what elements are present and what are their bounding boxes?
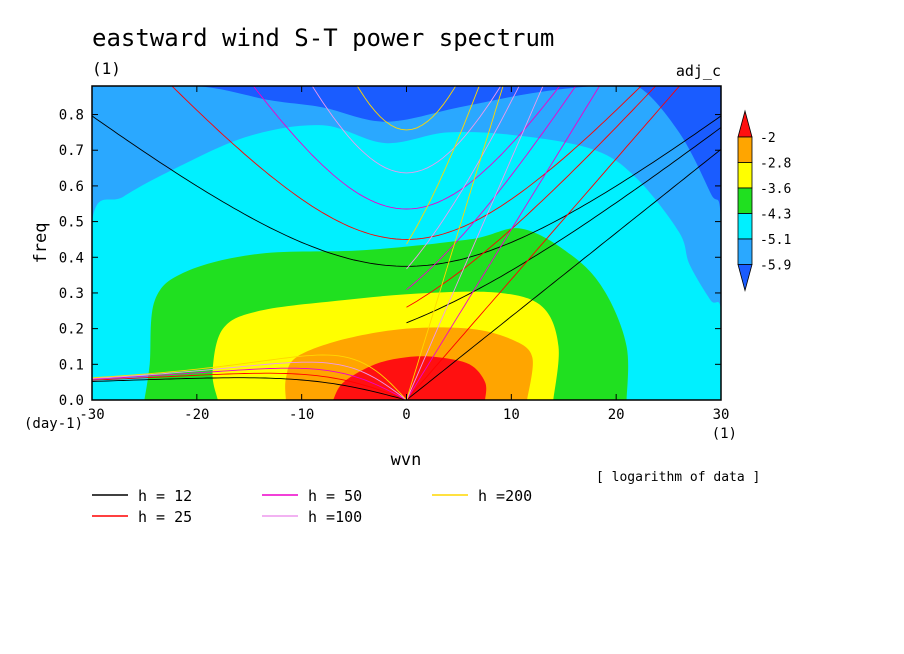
mrg-curve-h100 (406, 86, 520, 270)
kelvin-curve-h50 (406, 86, 601, 400)
colorbar-label: -5.1 (760, 233, 791, 248)
kelvin-curve-h12 (406, 148, 721, 400)
colorbar-segment (737, 136, 753, 163)
contour-bands (92, 86, 721, 400)
gravity-curve-h25 (171, 86, 642, 240)
legend-label: h =100 (308, 508, 362, 526)
x-axis-ticks: -30 -20 -10 0 10 20 30 (79, 86, 729, 423)
kelvin-curve-h200 (406, 86, 504, 400)
legend: h = 12 h = 25 h = 50 h =100 h =200 (92, 487, 532, 526)
legend-label: h =200 (478, 487, 532, 505)
chart-title: eastward wind S-T power spectrum (92, 24, 554, 52)
x-tick-label: 20 (608, 407, 625, 423)
rossby-curve-h200 (92, 354, 407, 400)
rossby-curve-h50 (92, 367, 407, 400)
y-tick-label: 0.7 (59, 143, 84, 159)
colorbar-label: -4.3 (760, 208, 791, 223)
mrg-curve-h200 (406, 86, 480, 245)
y-tick-label: 0.2 (59, 322, 84, 338)
y-tick-label: 0.3 (59, 286, 84, 302)
mrg-curve-h12 (406, 127, 721, 324)
gravity-curve-h50 (252, 86, 561, 210)
rossby-curve-h100 (92, 361, 407, 400)
kelvin-curve-h25 (406, 86, 681, 400)
y-axis-label: freq (31, 223, 51, 264)
legend-label: h = 12 (138, 487, 192, 505)
y-tick-label: 0.4 (59, 250, 84, 266)
colorbar-label: -5.9 (760, 259, 791, 274)
gravity-curve-h200 (356, 86, 457, 131)
mrg-curve-h25 (406, 86, 657, 308)
legend-label: h = 25 (138, 508, 192, 526)
kelvin-curve-h100 (406, 86, 544, 400)
colorbar-label: -2.8 (760, 157, 791, 172)
x-tick-label: -30 (79, 407, 104, 423)
colorbar-segment (737, 238, 753, 265)
y-axis-unit: (day-1) (24, 416, 83, 432)
x-tick-label: 10 (503, 407, 520, 423)
y-tick-label: 0.6 (59, 179, 84, 195)
rossby-curve-h25 (92, 372, 407, 400)
colorbar-top-arrow (737, 109, 753, 138)
x-axis-label: wvn (391, 450, 422, 470)
y-tick-label: 0.5 (59, 215, 84, 231)
x-tick-label: 30 (713, 407, 730, 423)
mrg-curve-h50 (406, 86, 577, 291)
colorbar-segment (737, 162, 753, 189)
colorbar: -2 -2.8 -3.6 -4.3 -5.1 -5.9 (737, 109, 791, 293)
x-tick-label: 0 (402, 407, 410, 423)
colorbar-bottom-arrow (737, 264, 753, 293)
x-axis-unit: (1) (712, 426, 737, 442)
x-tick-label: -20 (184, 407, 209, 423)
gravity-curve-h12 (92, 115, 721, 267)
colorbar-segment (737, 187, 753, 214)
y-tick-label: 0.0 (59, 393, 84, 409)
gravity-curve-h100 (311, 86, 502, 174)
legend-label: h = 50 (308, 487, 362, 505)
colorbar-segment (737, 213, 753, 240)
chart-subtitle: (1) (92, 59, 121, 78)
x-tick-label: -10 (289, 407, 314, 423)
case-label: adj_c (676, 62, 721, 80)
colorbar-label: -3.6 (760, 182, 791, 197)
colorbar-label: -2 (760, 131, 776, 146)
data-note: [ logarithm of data ] (596, 470, 760, 485)
dispersion-curves (92, 86, 721, 400)
y-axis-ticks: 0.0 0.1 0.2 0.3 0.4 0.5 0.6 0.7 0.8 (59, 108, 721, 409)
y-tick-label: 0.1 (59, 357, 84, 373)
y-tick-label: 0.8 (59, 108, 84, 124)
rossby-curve-h12 (92, 377, 407, 400)
